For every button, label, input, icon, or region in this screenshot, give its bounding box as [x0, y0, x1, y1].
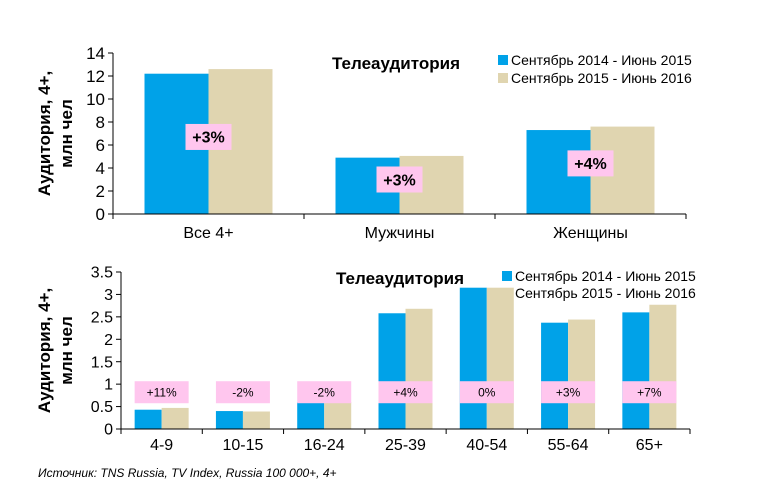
c2-category-label-6: 55-64: [548, 437, 589, 454]
c2-change-label-5: 0%: [478, 386, 496, 400]
c2-legend-swatch-1: [502, 271, 512, 281]
c2-change-badge-7: [622, 381, 677, 404]
c2-category-label-7: 65+: [636, 437, 663, 454]
c1-change-badge-1: [185, 123, 232, 150]
c1-category-label-2: Мужчины: [365, 225, 435, 242]
c2-bar-s2-3: [324, 402, 352, 429]
c2-category-label-1: 4-9: [150, 437, 173, 454]
c2-legend-label-1: Сентябрь 2014 - Июнь 2015: [515, 268, 696, 284]
c2-bar-s2-1: [161, 407, 189, 429]
c2-ylabel-line-1: Аудитория, 4+,: [35, 288, 54, 413]
c2-bar-s1-1: [134, 409, 162, 429]
c2-bar-s1-5: [459, 287, 487, 429]
c1-legend-swatch-1: [498, 55, 508, 65]
c2-ytick-label-8: 3.5: [91, 265, 113, 282]
c2-bar-s1-6: [541, 322, 569, 429]
c2-ytick-label-3: 1: [104, 377, 113, 394]
c2-change-label-1: +11%: [147, 386, 177, 400]
c2-category-label-5: 40-54: [466, 437, 507, 454]
c1-ytick-label-8: 14: [86, 44, 105, 63]
c2-ytick-label-7: 3: [104, 287, 113, 304]
c2-bar-s1-4: [378, 313, 406, 429]
c2-bar-s2-2: [242, 411, 270, 429]
c2-bar-s2-7: [649, 304, 677, 429]
c2-bar-s1-7: [622, 312, 650, 429]
c2-change-label-4: +4%: [393, 386, 418, 400]
c2-change-label-3: -2%: [314, 386, 336, 400]
c2-bar-s1-3: [297, 402, 325, 429]
source-note: Источник: TNS Russia, TV Index, Russia 1…: [38, 466, 337, 480]
c1-change-label-1: +3%: [192, 130, 224, 147]
c1-change-label-2: +3%: [383, 172, 415, 189]
c1-category-label-1: Все 4+: [183, 225, 233, 242]
c2-ytick-label-5: 2: [104, 332, 113, 349]
c1-ytick-label-7: 12: [86, 67, 105, 86]
c2-legend-label-2: Сентябрь 2015 - Июнь 2016: [515, 285, 696, 301]
c1-ylabel-line-2: млн чел: [57, 99, 76, 168]
c2-ylabel-line-2: млн чел: [57, 316, 76, 385]
c1-change-badge-2: [376, 166, 423, 193]
c2-change-badge-2: [215, 381, 270, 404]
c2-ytick-label-4: 1.5: [91, 354, 113, 371]
c2-change-label-6: +3%: [556, 386, 581, 400]
c2-bar-s2-5: [486, 287, 514, 429]
c2-change-badge-1: [134, 381, 189, 404]
c2-category-label-3: 16-24: [304, 437, 345, 454]
c1-legend-swatch-2: [498, 73, 508, 83]
c1-ytick-label-1: 0: [96, 205, 105, 224]
c2-change-label-2: -2%: [232, 386, 254, 400]
c2-legend-swatch-2: [502, 288, 512, 298]
c1-change-label-3: +4%: [574, 156, 606, 173]
c2-change-badge-4: [378, 381, 433, 404]
c2-ytick-label-6: 2.5: [91, 309, 113, 326]
c1-change-badge-3: [567, 150, 614, 177]
c1-legend-label-1: Сентябрь 2014 - Июнь 2015: [511, 52, 692, 68]
c2-ytick-label-2: 0.5: [91, 399, 113, 416]
c2-change-badge-5: [459, 381, 514, 404]
c2-ytick-label-1: 0: [104, 422, 113, 439]
c1-ytick-label-4: 6: [96, 136, 105, 155]
c2-change-badge-3: [297, 381, 352, 404]
c1-legend-label-2: Сентябрь 2015 - Июнь 2016: [511, 70, 692, 86]
c1-ylabel-line-1: Аудитория, 4+,: [35, 71, 54, 196]
c1-ytick-label-3: 4: [96, 159, 105, 178]
c2-bar-s2-4: [405, 308, 433, 429]
c1-ytick-label-5: 8: [96, 113, 105, 132]
c1-title: Телеаудитория: [332, 54, 460, 73]
c1-category-label-3: Женщины: [553, 225, 628, 242]
c2-change-badge-6: [541, 381, 596, 404]
c2-bar-s1-2: [215, 411, 243, 429]
c2-bar-s2-6: [568, 319, 596, 429]
c1-ytick-label-6: 10: [86, 90, 105, 109]
c2-category-label-4: 25-39: [385, 437, 426, 454]
c2-change-label-7: +7%: [637, 386, 662, 400]
c1-ytick-label-2: 2: [96, 182, 105, 201]
c2-category-label-2: 10-15: [222, 437, 263, 454]
c2-title: Телеаудитория: [336, 269, 464, 288]
